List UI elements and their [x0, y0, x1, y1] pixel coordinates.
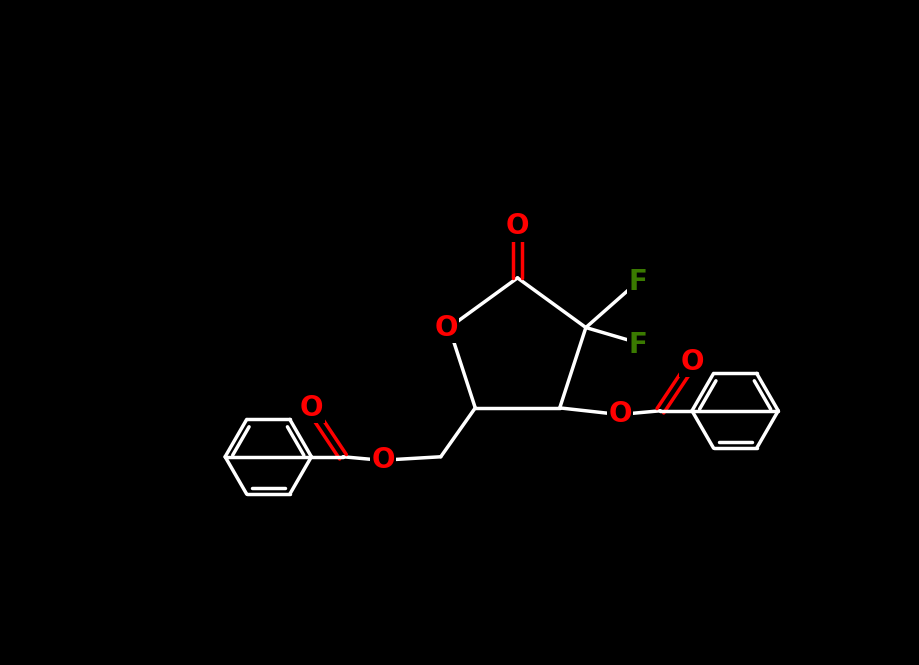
Text: F: F — [628, 331, 646, 359]
Text: O: O — [505, 212, 528, 240]
Text: O: O — [371, 446, 394, 473]
Text: F: F — [628, 267, 646, 295]
Text: O: O — [679, 348, 703, 376]
Text: O: O — [300, 394, 323, 422]
Text: O: O — [607, 400, 631, 428]
Text: O: O — [434, 313, 458, 342]
